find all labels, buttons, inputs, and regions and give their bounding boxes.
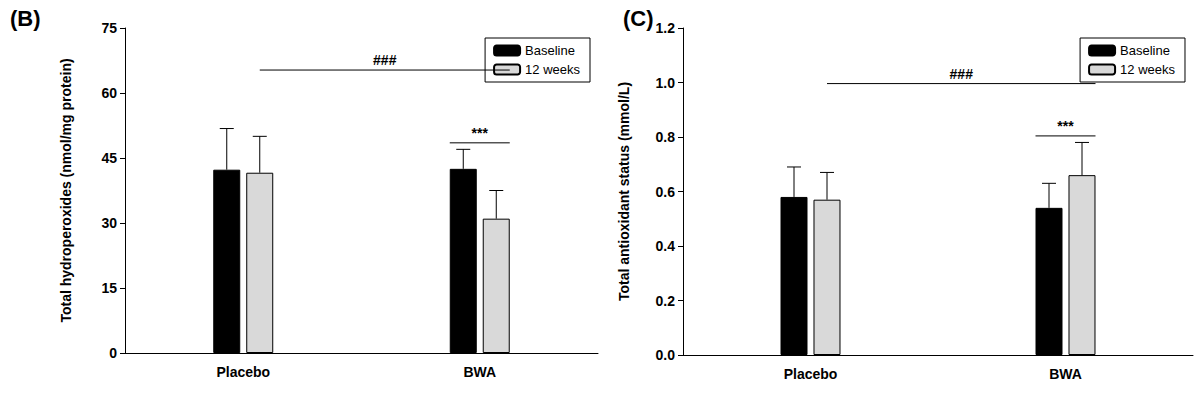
svg-text:###: ###	[950, 66, 974, 82]
svg-text:0.0: 0.0	[656, 347, 676, 363]
svg-text:12 weeks: 12 weeks	[525, 62, 580, 77]
svg-text:30: 30	[101, 215, 117, 231]
svg-text:0.4: 0.4	[656, 238, 676, 254]
svg-text:***: ***	[1057, 118, 1074, 134]
svg-text:Placebo: Placebo	[216, 364, 270, 380]
svg-text:BWA: BWA	[463, 364, 496, 380]
svg-text:***: ***	[472, 125, 489, 141]
svg-text:60: 60	[101, 85, 117, 101]
svg-text:15: 15	[101, 280, 117, 296]
svg-text:0.6: 0.6	[656, 184, 676, 200]
svg-text:0: 0	[109, 345, 117, 361]
svg-text:Baseline: Baseline	[1120, 43, 1170, 58]
svg-text:Placebo: Placebo	[784, 366, 838, 382]
svg-text:Baseline: Baseline	[525, 43, 575, 58]
svg-text:1.2: 1.2	[656, 20, 676, 36]
svg-text:###: ###	[373, 52, 397, 68]
svg-text:BWA: BWA	[1049, 366, 1082, 382]
svg-text:0.2: 0.2	[656, 293, 676, 309]
svg-text:1.0: 1.0	[656, 75, 676, 91]
svg-text:Total hydroperoxides (nmol/mg: Total hydroperoxides (nmol/mg protein)	[58, 58, 74, 322]
svg-text:12 weeks: 12 weeks	[1120, 62, 1175, 77]
svg-text:0.8: 0.8	[656, 129, 676, 145]
svg-text:75: 75	[101, 20, 117, 36]
svg-text:45: 45	[101, 150, 117, 166]
svg-text:Total antioxidant status (mmol: Total antioxidant status (mmol/L)	[616, 82, 632, 301]
svg-text:(B): (B)	[10, 6, 41, 31]
svg-text:(C): (C)	[623, 6, 654, 31]
